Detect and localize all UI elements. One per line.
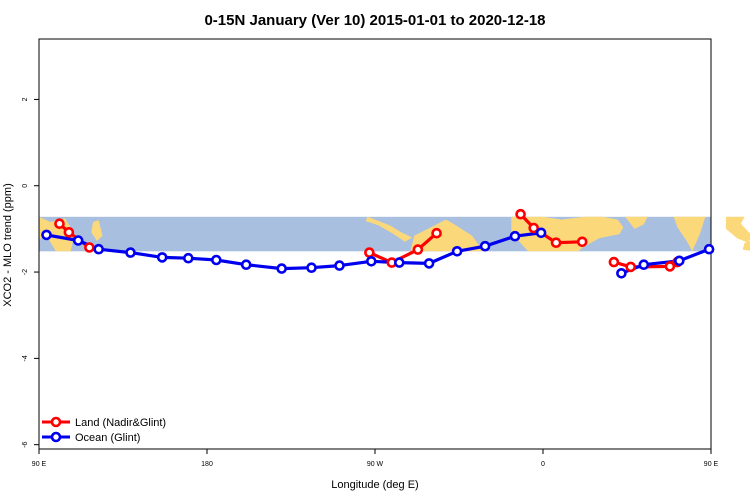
data-point-land [664,261,676,272]
data-point-ocean [616,267,627,279]
data-point-ocean [72,235,84,246]
data-point-ocean [306,262,317,274]
legend-entry-land: Land (Nadir&Glint) [42,416,166,429]
data-point-land [608,256,620,268]
data-point-land [84,242,95,253]
x-tick-label: 90 W [367,461,384,468]
data-point-ocean [365,255,377,267]
data-point-land [54,218,65,229]
data-point-land [412,244,424,255]
map-land-africa [511,216,624,252]
data-point-land [576,236,588,248]
map-land-southeast-asia [39,216,75,252]
y-tick-label: 0 [22,184,29,188]
legend-marker-land [50,416,62,428]
data-point-land [550,237,562,248]
data-point-land [364,247,375,258]
series-line-ocean [620,246,711,275]
data-point-ocean [125,247,136,258]
map-land-philippines [91,220,103,241]
x-tick-label: 180 [201,461,213,468]
x-tick-label: 90 E [704,461,719,468]
x-axis-label: Longitude (deg E) [331,479,418,491]
x-tick-label: 0 [541,461,545,468]
data-point-ocean [183,252,194,264]
legend-label-ocean: Ocean (Glint) [75,432,140,444]
map-land-borneo [742,241,750,251]
data-point-ocean [479,240,491,252]
data-point-ocean [393,257,405,268]
data-point-ocean [673,255,685,267]
legend-marker-ocean [50,431,62,443]
y-axis-label: XCO2 - MLO trend (ppm) [2,183,14,306]
legend-entry-ocean: Ocean (Glint) [42,431,140,444]
data-point-land [63,227,75,238]
data-point-land [528,222,540,234]
data-point-ocean [276,263,288,274]
plot-area: 90 E 180 90 W 0 90 E 2 0 -2 -4 -6 [22,38,750,468]
data-point-ocean [535,227,547,239]
data-point-ocean [240,259,252,271]
data-point-ocean [211,254,222,266]
data-point-land [515,208,526,220]
legend: Land (Nadir&Glint) Ocean (Glint) [42,416,166,444]
map-land-central-america [365,216,413,242]
series-line-land [368,231,438,265]
data-point-ocean [41,229,52,241]
chart-title: 0-15N January (Ver 10) 2015-01-01 to 202… [204,12,545,29]
x-tick-label: 90 E [32,461,47,468]
legend-label-land: Land (Nadir&Glint) [75,417,166,429]
y-tick-label: -4 [22,355,29,361]
data-point-ocean [638,259,650,271]
data-point-land [625,261,637,273]
data-point-ocean [509,230,521,242]
y-tick-label: 2 [22,97,29,101]
map-land-south-america [410,219,486,252]
data-point-land [431,227,442,239]
data-point-ocean [156,252,168,263]
data-point-ocean [334,260,345,271]
data-point-ocean [93,243,104,255]
data-point-ocean [703,243,715,255]
data-point-ocean [451,246,463,257]
map-land-india [673,216,706,252]
map-land-indochina [725,216,750,243]
map-land-arabia [625,216,648,229]
y-tick-label: -6 [22,441,29,447]
y-tick-label: -2 [22,269,29,275]
data-point-ocean [423,258,435,269]
